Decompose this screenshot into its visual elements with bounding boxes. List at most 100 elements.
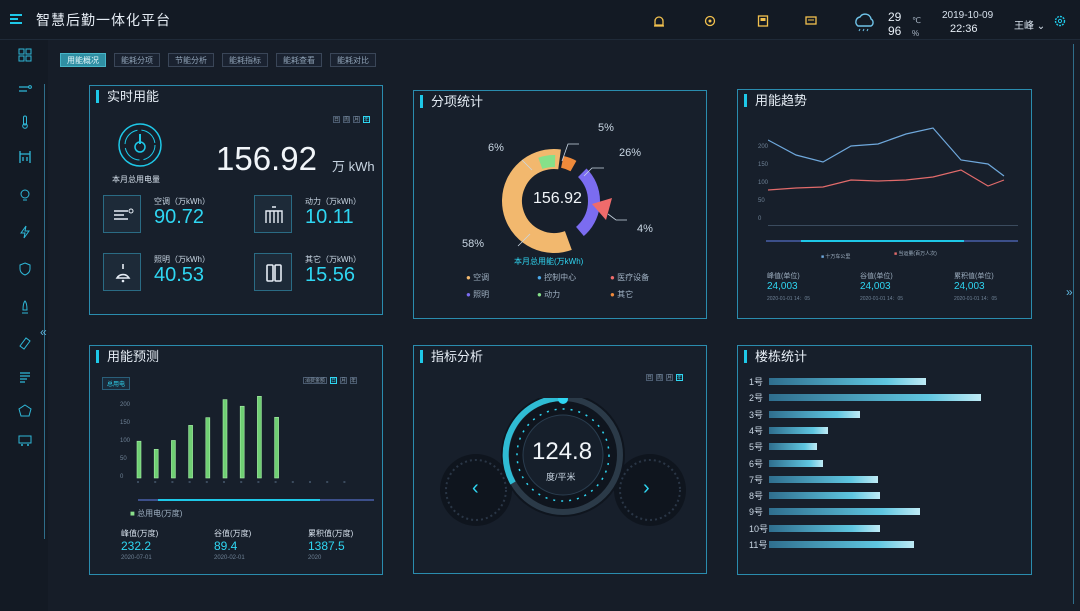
save-icon[interactable] [757,15,769,27]
building-bar[interactable] [769,378,926,385]
lighting-label: 照明（万kWh） [154,255,210,264]
indicator-prev-button[interactable]: ‹ [472,477,479,499]
pct-lighting: 26% [619,147,642,159]
user-menu[interactable]: 王峰 ⌄ [1014,21,1046,32]
pct-other: 5% [598,122,614,134]
forecast-xtick [309,481,311,483]
building-bar[interactable] [769,443,817,451]
other-icon [254,253,292,291]
forecast-xtick [154,481,157,483]
forecast-xtick [257,481,260,483]
building-bar[interactable] [769,459,823,467]
indicator-next-button[interactable]: › [643,477,650,499]
sidebar-building-icon[interactable] [18,150,32,164]
building-bar[interactable] [769,508,920,516]
building-bar[interactable] [769,426,828,434]
forecast-xtick [343,481,346,483]
building-bar[interactable] [769,541,914,548]
double-chevron-left-icon[interactable]: « [40,325,47,339]
pct-medical: 4% [637,223,653,235]
sidebar-fan-icon[interactable] [18,82,32,96]
trend-legend-2: ■ 当运量(百万人次) [894,251,937,257]
trend-yaxis: 200 150 100 50 0 [758,144,769,222]
building-bar[interactable] [769,394,981,402]
forecast-stat-low: 谷值(万度) 89.4 2020-02-01 [214,529,252,561]
forecast-bar [136,440,142,479]
sidebar-lightbulb-icon[interactable] [18,188,32,202]
double-chevron-right-icon[interactable]: » [1066,285,1073,299]
forecast-legend: ■ 总用电(万度) [130,509,183,518]
refresh-icon[interactable] [704,15,716,27]
indicator-value: 124.8 [532,438,593,465]
tab-indicator[interactable]: 能耗指标 [222,53,268,67]
panel-title: 用能预测 [96,350,159,363]
sidebar-thermometer-icon[interactable] [18,115,32,129]
tab-breakdown[interactable]: 能耗分项 [114,53,160,67]
forecast-cost-button[interactable]: 消费金额 [303,377,327,384]
forecast-tag[interactable]: 总用电 [102,377,131,390]
date: 2019-10-09 [942,10,994,21]
forecast-month-button[interactable]: 月 [340,377,347,384]
sidebar-badge-icon[interactable] [18,404,32,418]
trend-stat-low: 谷值(单位) 24,003 2020-01-01 14：05 [860,273,904,302]
period-week-button[interactable]: 周 [343,116,350,123]
buildings-panel: 楼栋统计 1号 2号 3号 4号 5号 6号 7号 8号 9号 10号 11号 [737,345,1032,575]
menu-icon[interactable] [10,13,22,25]
series-2-line [768,169,1005,191]
monitor-icon[interactable] [805,15,817,27]
power-value: 10.11 [305,206,354,228]
tab-compare[interactable]: 能耗对比 [330,53,376,67]
sidebar-eraser-icon[interactable] [18,336,32,350]
power-label: 动力（万kWh） [305,197,361,206]
pct-power: 6% [488,142,504,154]
trend-scroll-thumb[interactable] [801,240,964,242]
lighting-value: 40.53 [154,264,205,286]
forecast-scroll-thumb[interactable] [158,499,320,501]
gear-icon[interactable] [1054,15,1066,27]
tab-saving[interactable]: 节能分析 [168,53,214,67]
building-label: 2号 [749,393,764,404]
forecast-day-button[interactable]: 日 [330,377,337,384]
alarm-icon[interactable] [653,15,665,27]
building-label: 5号 [749,442,764,453]
indicator-year-button[interactable]: 年 [676,374,683,381]
indicator-week-button[interactable]: 周 [656,374,663,381]
period-day-button[interactable]: 日 [333,116,340,123]
series-1-line [768,127,1005,177]
forecast-bar [205,417,211,479]
building-label: 7号 [749,474,764,485]
sidebar-lightning-icon[interactable] [18,225,32,239]
period-year-button[interactable]: 年 [363,116,370,123]
indicator-day-button[interactable]: 日 [646,374,653,381]
slice-power [508,155,600,247]
legend-ac: ● 空调 [466,273,490,282]
ac-value: 90.72 [154,206,205,228]
forecast-yaxis: 200 150 100 50 0 [120,402,131,480]
panel-title: 楼栋统计 [744,350,807,363]
forecast-year-button[interactable]: 年 [350,377,357,384]
ac-icon [103,195,141,233]
period-month-button[interactable]: 月 [353,116,360,123]
forecast-xtick [171,481,174,483]
building-bar[interactable] [769,492,880,500]
sidebar-list-icon[interactable] [18,370,32,384]
sidebar-dashboard-icon[interactable] [18,48,32,62]
sidebar-bus-icon[interactable] [18,433,32,447]
forecast-bar [239,405,245,479]
building-bar[interactable] [769,475,878,483]
building-bar[interactable] [769,524,880,532]
indicator-month-button[interactable]: 月 [666,374,673,381]
tab-view[interactable]: 能耗查看 [276,53,322,67]
sidebar-rocket-icon[interactable] [18,300,32,314]
other-value: 15.56 [305,264,356,286]
sidebar-shield-icon[interactable] [18,262,32,276]
forecast-panel: 用能预测 总用电 消费金额 日 月 年 200 150 100 50 0 ■ 总用电(万… [89,345,383,575]
power-gauge-icon [118,123,162,167]
tab-bar: 用能概况 能耗分项 节能分析 能耗指标 能耗查看 能耗对比 [60,53,376,67]
top-bar: 智慧后勤一体化平台 29 96 ℃% 2019-10-09 22:36 王峰 ⌄ [0,0,1080,40]
slice-other [508,155,600,247]
building-bar[interactable] [769,410,860,418]
building-label: 3号 [749,409,764,420]
tab-overview[interactable]: 用能概况 [60,53,106,67]
lighting-icon [103,253,141,291]
